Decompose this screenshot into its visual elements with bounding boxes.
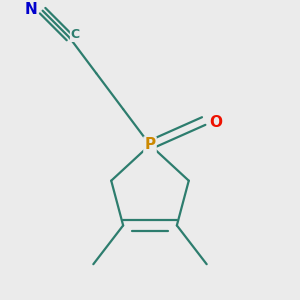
Text: N: N xyxy=(24,2,37,17)
Text: P: P xyxy=(144,137,156,152)
Text: O: O xyxy=(209,115,222,130)
Text: C: C xyxy=(71,28,80,41)
